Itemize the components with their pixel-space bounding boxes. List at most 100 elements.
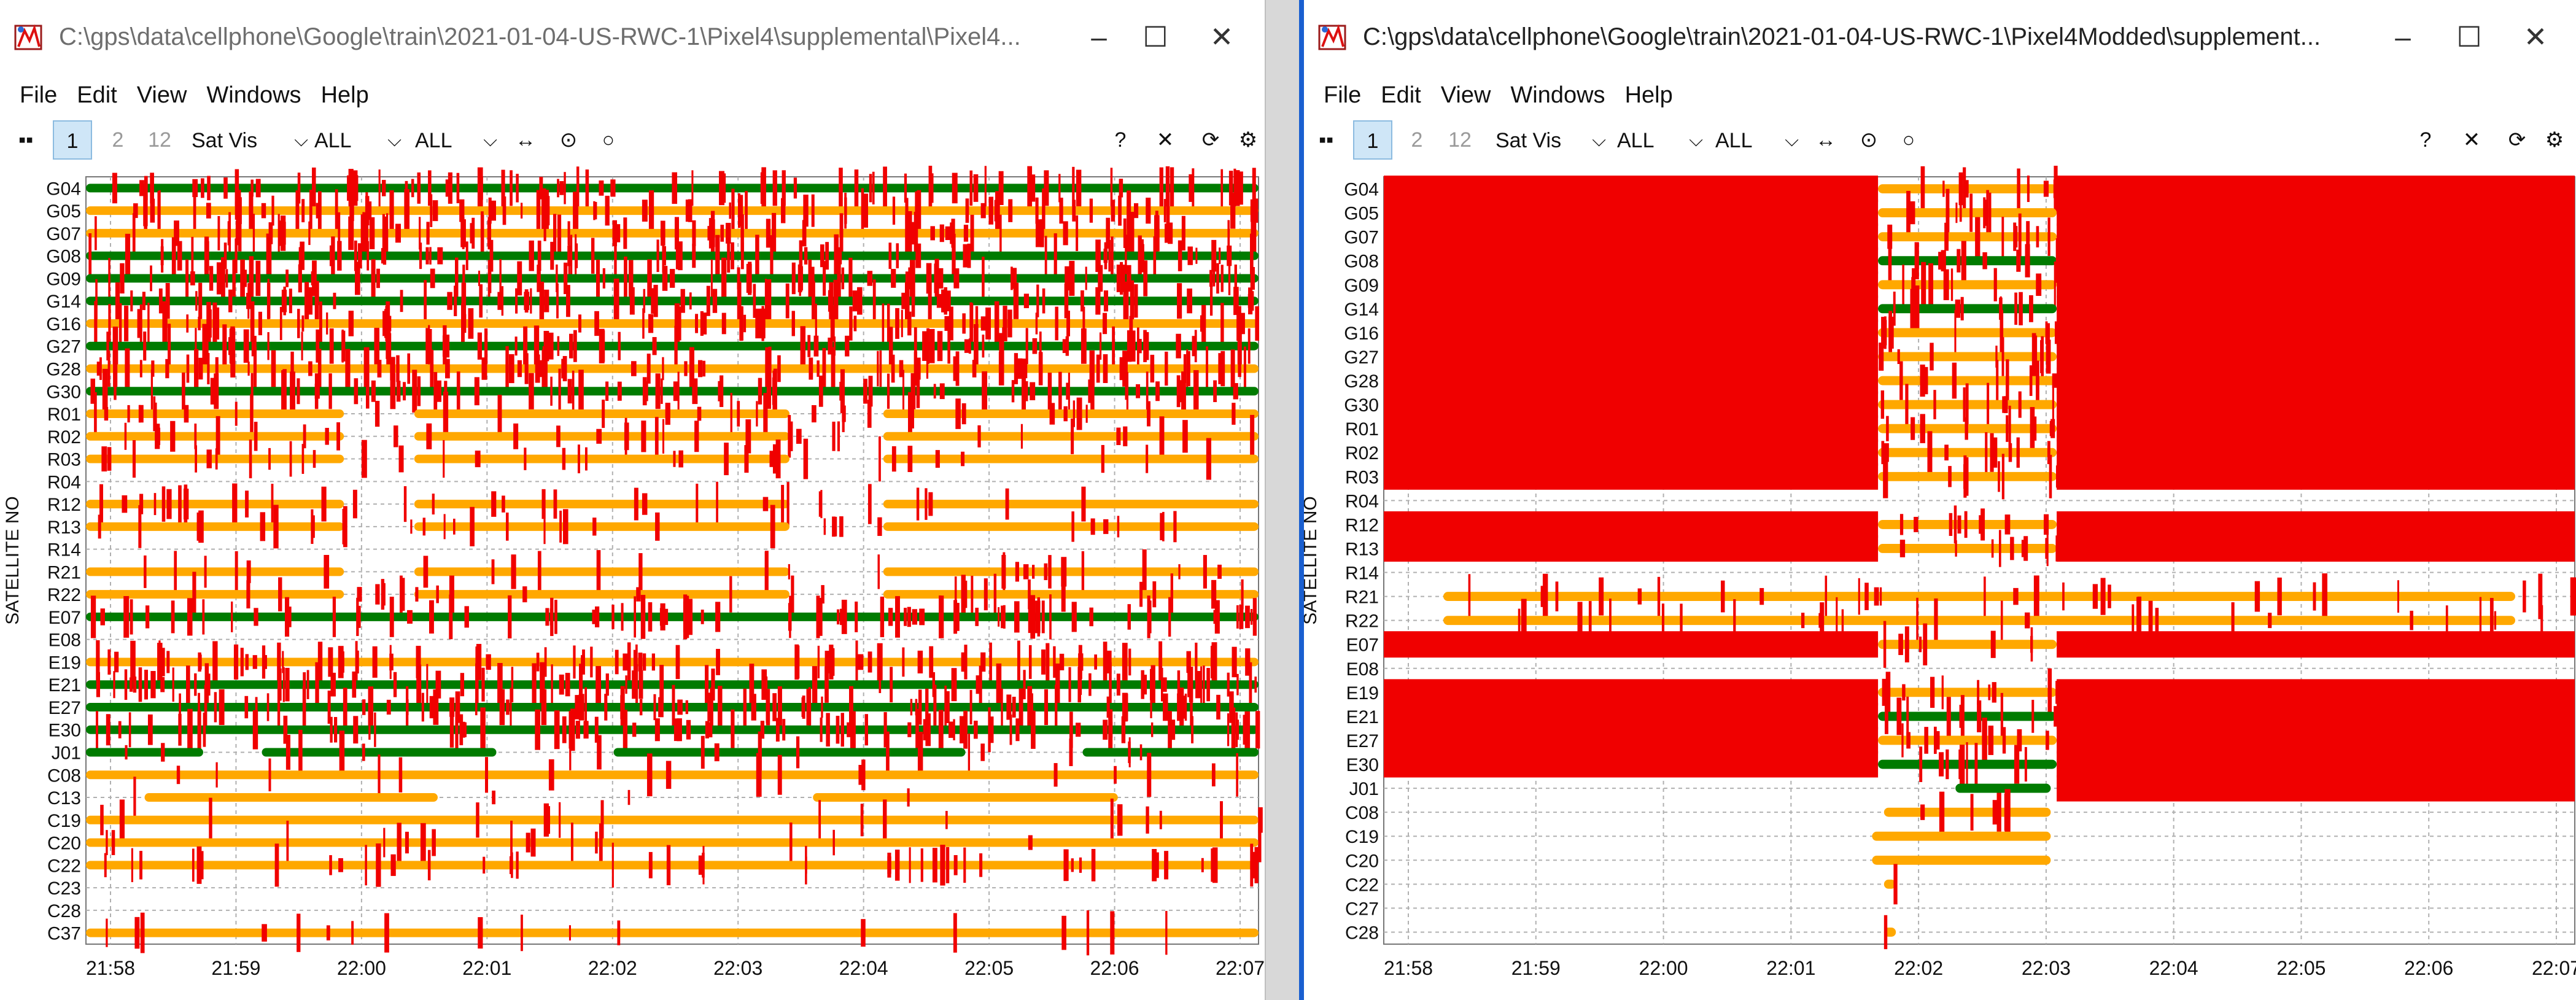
slip-mark	[1518, 608, 1521, 632]
slip-mark	[1991, 539, 1994, 558]
slip-mark	[290, 351, 294, 386]
minimize-icon[interactable]: –	[2395, 21, 2411, 53]
plot-1-button[interactable]: 1	[53, 120, 92, 160]
menu-edit[interactable]: Edit	[1381, 82, 1421, 108]
slip-mark	[818, 800, 821, 840]
maximize-icon[interactable]: ☐	[2456, 21, 2482, 53]
close-plot-icon[interactable]: ✕	[1156, 128, 1174, 152]
minimize-icon[interactable]: –	[1091, 21, 1107, 53]
satellite-track	[86, 594, 1259, 640]
slip-mark	[2045, 321, 2048, 344]
slip-mark	[475, 646, 478, 678]
plot-type-select[interactable]: Sat Vis ⌵	[1496, 123, 1606, 158]
center-icon[interactable]: ⊙	[1860, 128, 1878, 152]
slip-mark	[2277, 577, 2282, 616]
slip-mark	[660, 603, 665, 631]
slip-mark	[1924, 727, 1928, 754]
close-icon[interactable]: ✕	[2523, 21, 2548, 53]
slip-mark	[904, 608, 907, 626]
menu-view[interactable]: View	[136, 82, 187, 108]
slip-mark	[720, 173, 726, 203]
slip-block	[2057, 439, 2575, 466]
slip-mark	[809, 357, 813, 380]
slip-mark	[1011, 266, 1013, 290]
menu-windows[interactable]: Windows	[206, 82, 301, 108]
slip-mark	[969, 303, 974, 344]
slip-mark	[1158, 641, 1163, 683]
slip-mark	[777, 754, 782, 795]
slip-block	[1384, 631, 1879, 658]
slip-mark	[1150, 665, 1155, 704]
slip-mark	[791, 262, 796, 295]
slip-mark	[1099, 265, 1103, 292]
filter-1-select[interactable]: ALL ⌵	[314, 123, 402, 158]
gear-icon[interactable]: ⚙	[2545, 128, 2564, 152]
slip-mark	[165, 282, 170, 319]
x-tick-labels: 21:58 21:59 22:00 22:01 22:02 22:03 22:04 22:05…	[1384, 957, 2576, 979]
visibility-bar	[144, 793, 438, 802]
help-icon[interactable]: ?	[2419, 128, 2432, 152]
slip-mark	[509, 856, 513, 874]
slip-mark	[1992, 682, 1996, 703]
slip-mark	[993, 573, 997, 615]
plot-2-button[interactable]: 2	[112, 128, 124, 152]
refresh-icon[interactable]: ⟳	[1201, 128, 1220, 152]
gear-icon[interactable]: ⚙	[1238, 128, 1258, 152]
slip-mark	[1928, 263, 1933, 306]
slip-mark	[658, 697, 664, 718]
fit-horizontal-icon[interactable]: ↔	[1815, 128, 1836, 152]
slip-mark	[125, 233, 131, 278]
menu-windows[interactable]: Windows	[1510, 82, 1605, 108]
slip-mark	[1088, 673, 1092, 696]
maximize-icon[interactable]: ☐	[1143, 21, 1168, 53]
slip-mark	[965, 711, 968, 749]
filter-2-select[interactable]: ALL ⌵	[415, 123, 497, 158]
refresh-icon[interactable]: ⟳	[2508, 128, 2526, 152]
slip-mark	[763, 393, 768, 435]
fit-horizontal-icon[interactable]: ↔	[515, 128, 536, 152]
slip-mark	[883, 166, 887, 210]
visibility-bar	[883, 409, 1259, 419]
dot-icon[interactable]: ○	[1902, 128, 1915, 152]
slip-mark	[675, 645, 680, 680]
slip-mark	[1044, 170, 1049, 206]
plot-2-button[interactable]: 2	[1411, 128, 1423, 152]
slip-mark	[1232, 646, 1237, 678]
satellite-visibility-plot[interactable]: G04G05G07G08G09G14G16G27G28G30R01R02R03R…	[1304, 166, 2576, 1000]
slip-mark	[1192, 336, 1197, 357]
slip-mark	[491, 559, 495, 584]
toolbar-grip-icon[interactable]: ▪▪	[1318, 128, 1334, 152]
menu-help[interactable]: Help	[1624, 82, 1673, 108]
slip-mark	[1170, 573, 1173, 616]
filter-2-select[interactable]: ALL ⌵	[1715, 123, 1799, 158]
menu-help[interactable]: Help	[320, 82, 369, 108]
menu-edit[interactable]: Edit	[77, 82, 117, 108]
toolbar-grip-icon[interactable]: ▪▪	[18, 128, 34, 152]
slip-mark	[529, 240, 534, 271]
slip-mark	[982, 257, 985, 300]
close-icon[interactable]: ✕	[1209, 21, 1234, 53]
dot-icon[interactable]: ○	[602, 128, 615, 152]
slip-mark	[937, 331, 943, 362]
slip-mark	[166, 651, 170, 673]
slip-mark	[599, 180, 604, 196]
center-icon[interactable]: ⊙	[559, 128, 578, 152]
satellite-track	[1384, 505, 2575, 544]
menu-file[interactable]: File	[1324, 82, 1362, 108]
slip-mark	[1946, 749, 1949, 780]
slip-mark	[1899, 540, 1906, 557]
plot-type-select[interactable]: Sat Vis ⌵	[192, 123, 308, 158]
satellite-visibility-plot[interactable]: G04G05G07G08G09G14G16G27G28G30R01R02R03R…	[0, 166, 1265, 1000]
menu-view[interactable]: View	[1440, 82, 1491, 108]
plot-12-button[interactable]: 12	[148, 128, 171, 152]
plot-1-button[interactable]: 1	[1353, 120, 1392, 160]
help-icon[interactable]: ?	[1114, 128, 1127, 152]
slip-mark	[963, 847, 966, 883]
plot-12-button[interactable]: 12	[1448, 128, 1472, 152]
slip-mark	[2047, 441, 2050, 465]
menu-file[interactable]: File	[20, 82, 58, 108]
slip-mark	[516, 851, 519, 879]
filter-1-select[interactable]: ALL ⌵	[1617, 123, 1703, 158]
close-plot-icon[interactable]: ✕	[2462, 128, 2481, 152]
slip-mark	[815, 303, 817, 344]
